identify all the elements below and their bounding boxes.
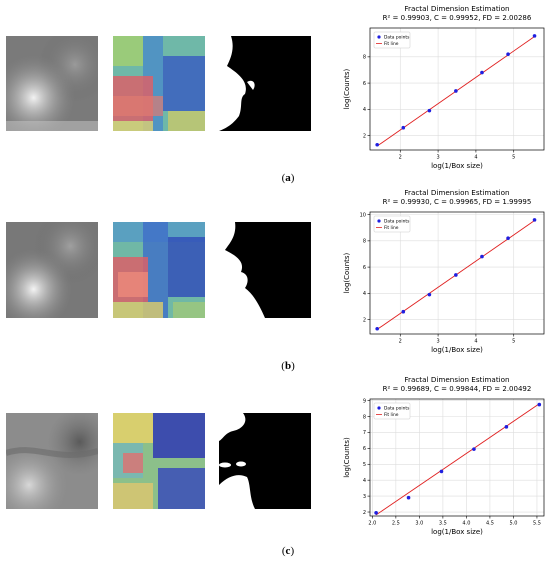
y-tick-label: 8 (363, 414, 366, 420)
plot-frame (369, 211, 545, 335)
fd-chart-b: Fractal Dimension Estimation R² = 0.99930… (336, 188, 550, 362)
y-tick-label: 4 (363, 478, 366, 484)
legend-marker-points (377, 406, 381, 410)
y-tick-label: 6 (363, 265, 366, 271)
fd-chart-a: Fractal Dimension Estimation R² = 0.99903… (336, 4, 550, 178)
data-point (532, 218, 537, 222)
data-point (504, 425, 509, 429)
fd-chart-c: Fractal Dimension Estimation R² = 0.99689… (336, 375, 550, 544)
x-tick-label: 4 (474, 339, 477, 345)
chart-subtitle: R² = 0.99930, C = 0.99965, FD = 1.99995 (383, 198, 532, 206)
caption-a: (a) (281, 172, 295, 184)
legend-label-points: Data points (384, 406, 410, 412)
y-tick-label: 4 (363, 291, 366, 297)
y-tick-label: 6 (363, 81, 366, 87)
binary-mask-a (219, 36, 311, 131)
data-point (480, 254, 484, 259)
x-tick-label: 3.5 (439, 521, 447, 527)
data-point (375, 326, 379, 331)
binary-mask-c (219, 413, 311, 509)
data-point (439, 469, 444, 474)
data-point (374, 511, 378, 515)
x-tick-label: 3 (436, 339, 439, 345)
binary-mask-b (219, 222, 311, 318)
y-tick-label: 2 (363, 317, 366, 323)
legend-label-line: Fit line (384, 225, 399, 231)
grayscale-image-b (6, 222, 98, 318)
legend-label-points: Data points (384, 219, 410, 225)
legend-label-points: Data points (384, 35, 410, 41)
x-tick-label: 2 (399, 339, 402, 345)
plot-frame (369, 398, 545, 517)
x-tick-label: 2 (399, 155, 402, 161)
data-point (427, 108, 432, 113)
chart-subtitle: R² = 0.99689, C = 0.99844, FD = 2.00492 (383, 385, 532, 393)
x-tick-label: 5.5 (533, 521, 541, 527)
x-tick-label: 2.5 (392, 521, 400, 527)
x-tick-label: 4.5 (486, 521, 494, 527)
data-point (401, 125, 406, 130)
chart-subtitle: R² = 0.99903, C = 0.99952, FD = 2.00286 (383, 14, 532, 22)
data-point (472, 447, 476, 451)
x-tick-label: 2.0 (368, 521, 376, 527)
legend-box (373, 215, 411, 233)
grayscale-image-c (6, 413, 98, 509)
legend-label-line: Fit line (384, 412, 399, 418)
legend-marker-points (377, 35, 381, 39)
y-tick-label: 10 (360, 212, 366, 218)
heatmap-image-b (113, 222, 205, 318)
data-point (375, 142, 379, 147)
y-tick-label: 9 (363, 398, 366, 404)
data-point (406, 495, 411, 500)
legend-box (373, 31, 411, 49)
chart-title: Fractal Dimension Estimation (404, 188, 509, 197)
y-axis-label: log(Counts) (343, 437, 351, 478)
data-point (401, 309, 406, 314)
y-tick-label: 2 (363, 133, 366, 139)
y-tick-label: 7 (363, 430, 366, 436)
data-point (532, 34, 537, 38)
grayscale-image-a (6, 36, 98, 131)
y-tick-label: 4 (363, 107, 366, 113)
x-axis-label: log(1/Box size) (431, 528, 483, 536)
data-point (480, 70, 484, 75)
y-tick-label: 6 (363, 446, 366, 452)
fit-line (375, 403, 540, 516)
heatmap-image-c (113, 413, 205, 509)
x-tick-label: 5 (512, 155, 515, 161)
y-tick-label: 5 (363, 462, 366, 468)
data-point (427, 292, 432, 297)
x-tick-label: 3.0 (415, 521, 423, 527)
y-tick-label: 8 (363, 55, 366, 61)
chart-title: Fractal Dimension Estimation (404, 375, 509, 384)
data-point (506, 236, 510, 241)
caption-c: (c) (281, 545, 295, 557)
x-axis-label: log(1/Box size) (431, 346, 483, 354)
data-point (537, 402, 542, 407)
legend-box (373, 402, 411, 420)
x-axis-label: log(1/Box size) (431, 162, 483, 170)
legend-label-line: Fit line (384, 41, 399, 47)
y-tick-label: 3 (363, 494, 366, 500)
caption-b: (b) (281, 360, 295, 372)
chart-title: Fractal Dimension Estimation (404, 4, 509, 13)
y-tick-label: 2 (363, 510, 366, 516)
x-tick-label: 5.0 (509, 521, 517, 527)
heatmap-image-a (113, 36, 205, 131)
data-point (454, 273, 458, 277)
legend-marker-points (377, 219, 381, 223)
x-tick-label: 4.0 (462, 521, 470, 527)
x-tick-label: 4 (474, 155, 477, 161)
y-axis-label: log(Counts) (343, 252, 351, 293)
data-point (454, 89, 458, 93)
plot-frame (369, 27, 545, 151)
y-tick-label: 8 (363, 239, 366, 245)
x-tick-label: 5 (512, 339, 515, 345)
x-tick-label: 3 (436, 155, 439, 161)
y-axis-label: log(Counts) (343, 68, 351, 109)
data-point (506, 52, 510, 57)
